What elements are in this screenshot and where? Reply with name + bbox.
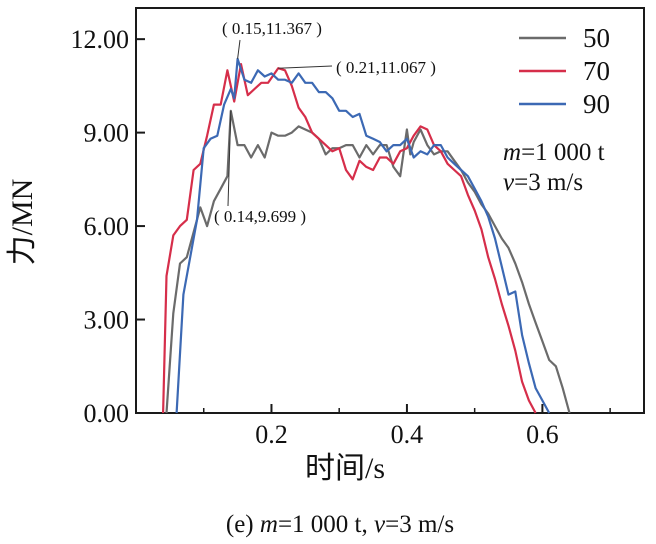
- annotation-label: ( 0.21,11.067 ): [336, 58, 436, 77]
- caption-m-symbol: m: [260, 511, 278, 538]
- x-axis-title: 时间/s: [305, 452, 385, 485]
- y-tick-label: 9.00: [84, 119, 130, 148]
- series-line-50: [165, 109, 571, 414]
- legend-label-90: 90: [583, 89, 610, 119]
- x-tick-label: 0.6: [526, 420, 559, 449]
- y-tick-label: 12.00: [71, 25, 130, 54]
- annotation-leader: [278, 65, 333, 69]
- legend-label-70: 70: [583, 56, 610, 86]
- condition-mass: m=1 000 t: [503, 139, 605, 166]
- series-line-70: [162, 62, 537, 414]
- caption-v-value: =3 m/s: [385, 511, 454, 538]
- caption-prefix: (e): [226, 511, 260, 538]
- y-tick-label: 0.00: [84, 399, 130, 428]
- plot-frame: [135, 7, 645, 414]
- condition-m-value: =1 000 t: [521, 139, 605, 166]
- caption-v-symbol: v: [374, 511, 386, 538]
- series-line-90: [175, 57, 551, 414]
- axes: 0.00 3.00 6.00 9.00 12.00 0.2 0.4 0.6: [71, 25, 611, 449]
- y-tick-label: 6.00: [84, 212, 130, 241]
- y-tick-label: 3.00: [84, 306, 130, 335]
- annotation-leader: [237, 39, 241, 59]
- condition-velocity: v=3 m/s: [503, 169, 583, 196]
- y-axis-title: 力/MN: [6, 179, 39, 266]
- series-lines: [162, 57, 571, 414]
- condition-v-symbol: v: [503, 169, 515, 196]
- annotation-label: ( 0.14,9.699 ): [214, 207, 306, 226]
- condition-v-value: =3 m/s: [514, 169, 583, 196]
- caption-m-value: =1 000 t,: [278, 511, 374, 538]
- figure-caption: (e) m=1 000 t, v=3 m/s: [226, 511, 454, 538]
- x-tick-label: 0.4: [391, 420, 424, 449]
- annotation-label: ( 0.15,11.367 ): [222, 19, 322, 38]
- annotation-leader: [227, 110, 232, 207]
- condition-m-symbol: m: [503, 139, 521, 166]
- annotations: ( 0.15,11.367 ) ( 0.21,11.067 ) ( 0.14,9.6…: [214, 19, 436, 226]
- legend-label-50: 50: [583, 23, 610, 53]
- x-tick-label: 0.2: [255, 420, 288, 449]
